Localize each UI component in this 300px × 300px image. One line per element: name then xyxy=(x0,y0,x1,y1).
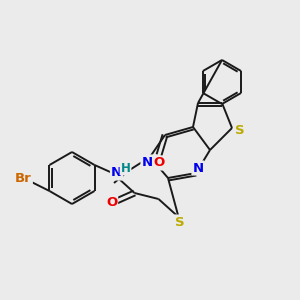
Text: O: O xyxy=(153,157,165,169)
Text: N: N xyxy=(192,161,204,175)
Text: Br: Br xyxy=(15,172,32,185)
Text: N: N xyxy=(111,167,122,179)
Text: S: S xyxy=(235,124,245,136)
Text: H: H xyxy=(121,161,130,175)
Text: S: S xyxy=(175,215,184,229)
Text: O: O xyxy=(106,196,117,208)
Text: N: N xyxy=(141,155,153,169)
